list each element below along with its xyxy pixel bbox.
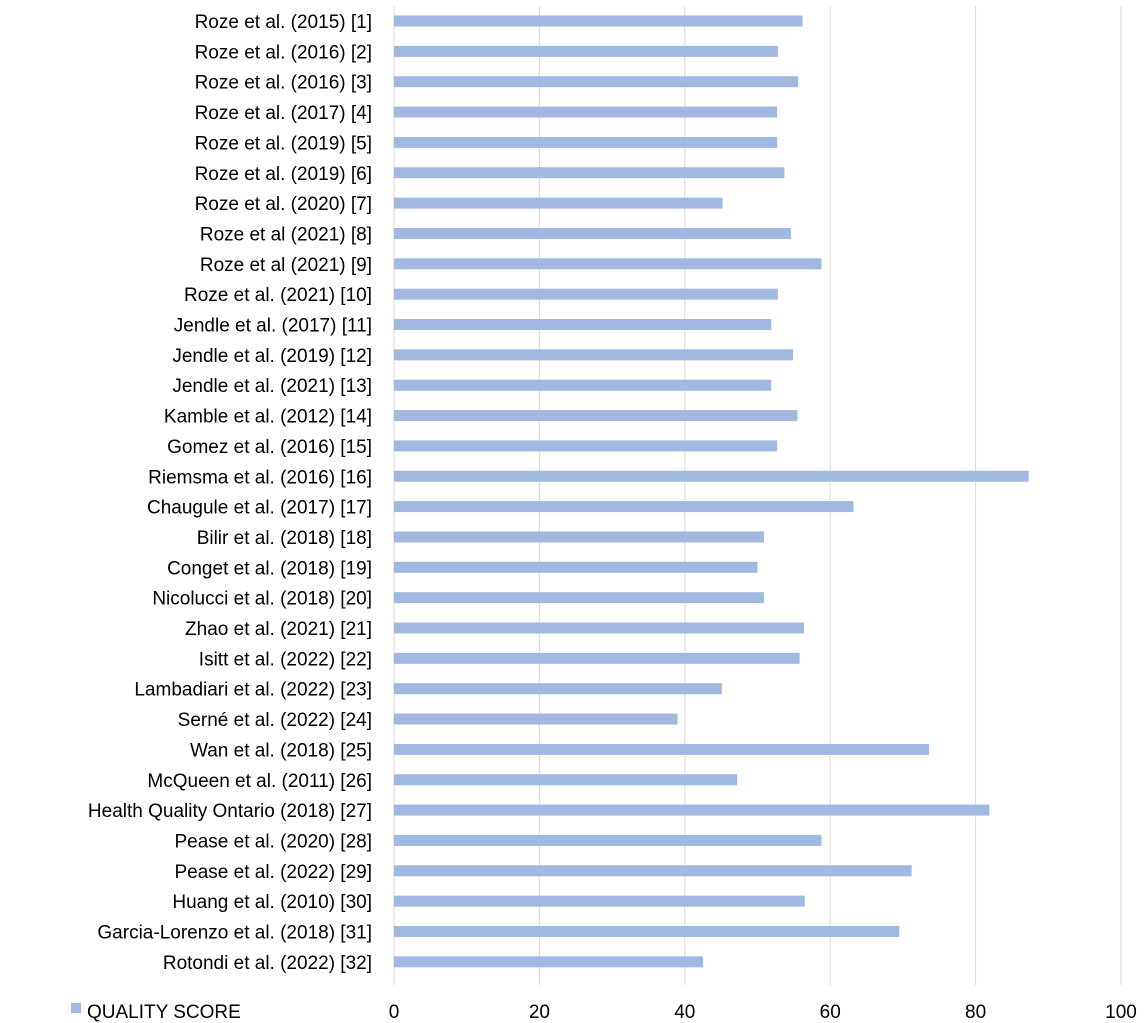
category-label: Roze et al. (2020) [7] — [195, 194, 372, 215]
x-tick-label: 80 — [965, 1002, 986, 1023]
bar — [394, 379, 772, 391]
legend: QUALITY SCORE — [71, 1002, 241, 1023]
category-label: Roze et al. (2015) [1] — [195, 12, 372, 33]
x-tick-label: 0 — [389, 1002, 400, 1023]
bar — [394, 470, 1029, 482]
bar — [394, 167, 785, 179]
category-label: Roze et al. (2019) [6] — [195, 164, 372, 185]
category-label: Gomez et al. (2016) [15] — [167, 437, 372, 458]
bar — [394, 926, 900, 937]
bar — [394, 652, 800, 664]
bar — [394, 258, 822, 270]
legend-swatch — [71, 1003, 81, 1013]
category-label: Conget et al. (2018) [19] — [167, 558, 372, 579]
bar — [394, 288, 778, 300]
bar — [394, 197, 723, 209]
category-label: Jendle et al. (2019) [12] — [172, 346, 372, 367]
bar — [394, 531, 765, 543]
bar — [394, 683, 722, 695]
category-labels: Roze et al. (2015) [1] Roze et al. (2016)… — [88, 12, 372, 974]
category-label: Roze et al. (2017) [4] — [195, 103, 372, 124]
category-label: Bilir et al. (2018) [18] — [197, 528, 372, 549]
category-label: Pease et al. (2020) [28] — [174, 831, 372, 852]
category-label: Wan et al. (2018) [25] — [190, 740, 372, 761]
bar — [394, 319, 772, 330]
bar — [394, 895, 805, 907]
category-label: Health Quality Ontario (2018) [27] — [88, 801, 372, 822]
bar — [394, 834, 822, 846]
category-label: Isitt et al. (2022) [22] — [199, 649, 372, 670]
category-label: Riemsma et al. (2016) [16] — [148, 467, 372, 488]
category-label: Roze et al. (2019) [5] — [195, 133, 372, 154]
category-label: Zhao et al. (2021) [21] — [185, 619, 372, 640]
category-label: Kamble et al. (2012) [14] — [164, 407, 372, 428]
bar — [394, 349, 794, 361]
x-tick-label: 100 — [1105, 1002, 1137, 1023]
x-tick-labels: 0 20 40 60 80 100 — [389, 1002, 1137, 1023]
category-label: Chaugule et al. (2017) [17] — [147, 498, 372, 519]
bar — [394, 76, 799, 88]
bar — [394, 713, 678, 725]
category-label: Roze et al (2021) [8] — [200, 224, 372, 245]
category-label: Garcia-Lorenzo et al. (2018) [31] — [97, 923, 372, 944]
bar — [394, 106, 778, 118]
bar — [394, 227, 791, 239]
bar — [394, 804, 990, 816]
category-label: Lambadiari et al. (2022) [23] — [134, 680, 372, 701]
category-label: Serné et al. (2022) [24] — [178, 710, 372, 731]
x-tick-label: 60 — [820, 1002, 841, 1023]
category-label: Jendle et al. (2021) [13] — [172, 376, 372, 397]
bar — [394, 774, 738, 786]
bar — [394, 15, 803, 27]
category-label: Roze et al. (2016) [2] — [195, 42, 372, 63]
bar — [394, 865, 912, 877]
category-label: Jendle et al. (2017) [11] — [174, 316, 372, 337]
category-label: Huang et al. (2010) [30] — [172, 892, 372, 913]
category-label: Pease et al. (2022) [29] — [174, 862, 372, 883]
bar — [394, 45, 778, 57]
bar — [394, 410, 798, 422]
bar — [394, 501, 854, 513]
bars — [394, 15, 1029, 968]
category-label: Nicolucci et al. (2018) [20] — [152, 589, 372, 610]
category-label: Roze et al. (2021) [10] — [184, 285, 372, 306]
category-label: Roze et al. (2016) [3] — [195, 73, 372, 94]
category-label: McQueen et al. (2011) [26] — [147, 771, 372, 792]
legend-label: QUALITY SCORE — [87, 1002, 241, 1023]
bar — [394, 743, 930, 755]
bar — [394, 956, 703, 968]
bar — [394, 592, 765, 604]
bar — [394, 136, 778, 148]
category-label: Rotondi et al. (2022) [32] — [163, 953, 372, 974]
bar — [394, 440, 778, 452]
x-tick-label: 20 — [529, 1002, 550, 1023]
x-tick-label: 40 — [674, 1002, 695, 1023]
bar — [394, 561, 758, 573]
bar — [394, 622, 805, 634]
category-label: Roze et al (2021) [9] — [200, 255, 372, 276]
